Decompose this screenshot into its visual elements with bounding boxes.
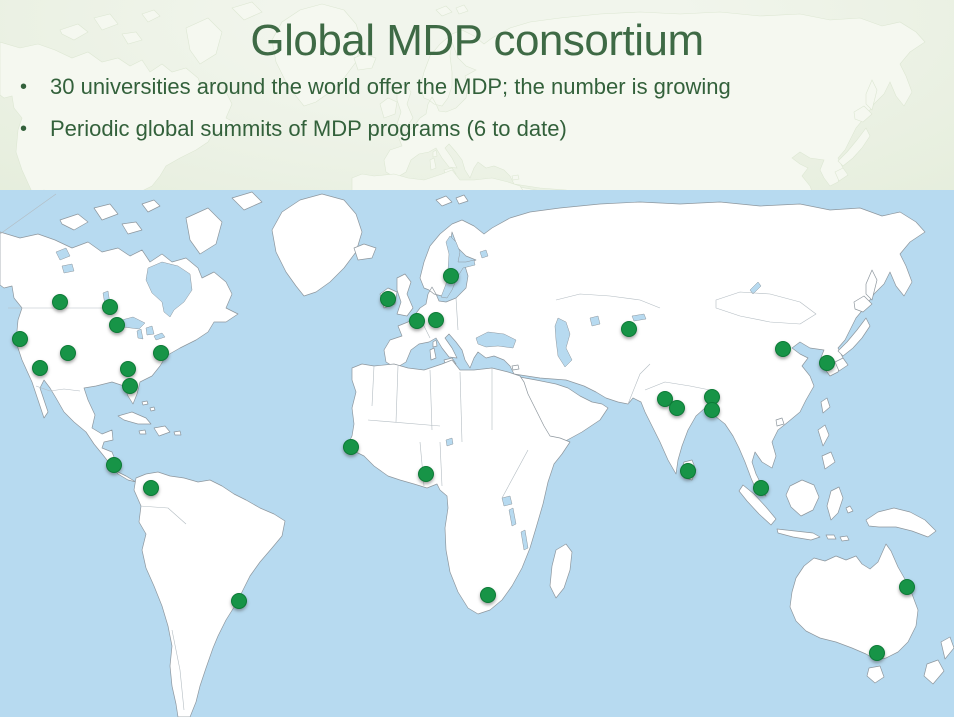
header-content: Global MDP consortium • 30 universities … [0, 16, 954, 144]
world-map-container [0, 190, 954, 717]
bullet-text: 30 universities around the world offer t… [50, 74, 731, 99]
university-marker-france [409, 313, 425, 329]
world-map [0, 190, 954, 717]
bullet-text: Periodic global summits of MDP programs … [50, 116, 567, 141]
university-marker-northern-italy [428, 312, 444, 328]
university-marker-south-africa [480, 587, 496, 603]
university-marker-southeast-australia [869, 645, 885, 661]
university-marker-kazakhstan [621, 321, 637, 337]
university-marker-malaysia [753, 480, 769, 496]
bullet-list: • 30 universities around the world offer… [0, 72, 954, 144]
bullet-dot-icon: • [20, 118, 28, 140]
university-marker-central-india [669, 400, 685, 416]
university-marker-california [12, 331, 28, 347]
university-marker-costa-rica [106, 457, 122, 473]
university-marker-colorado [60, 345, 76, 361]
university-marker-sweden [443, 268, 459, 284]
university-markers [12, 268, 915, 661]
university-marker-us-east-coast [153, 345, 169, 361]
university-marker-senegal [343, 439, 359, 455]
university-marker-nigeria [418, 466, 434, 482]
bullet-dot-icon: • [20, 76, 28, 98]
slide-header: Global MDP consortium • 30 universities … [0, 0, 954, 190]
university-marker-arizona [32, 360, 48, 376]
bullet-item: • 30 universities around the world offer… [12, 72, 942, 102]
university-marker-south-korea [819, 355, 835, 371]
university-marker-western-canada [52, 294, 68, 310]
university-marker-colombia [143, 480, 159, 496]
university-marker-northern-china [775, 341, 791, 357]
page-title: Global MDP consortium [250, 16, 704, 65]
university-marker-ireland [380, 291, 396, 307]
university-marker-northwest-india [657, 391, 673, 407]
bullet-item: • Periodic global summits of MDP program… [12, 114, 942, 144]
university-marker-bangladesh [704, 402, 720, 418]
university-marker-northeast-australia [899, 579, 915, 595]
university-marker-minnesota [109, 317, 125, 333]
university-marker-manitoba [102, 299, 118, 315]
university-marker-southeast-brazil [231, 593, 247, 609]
university-marker-sri-lanka [680, 463, 696, 479]
university-marker-florida [122, 378, 138, 394]
university-marker-us-southeast [120, 361, 136, 377]
